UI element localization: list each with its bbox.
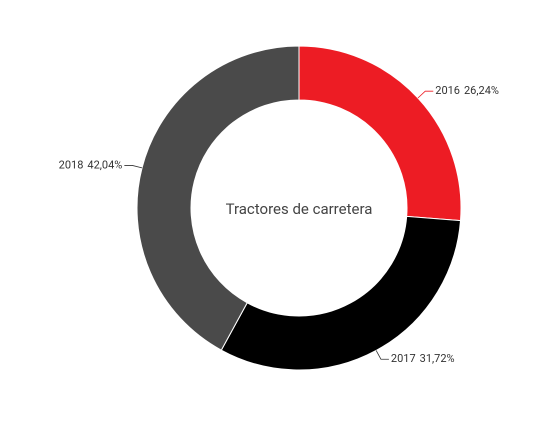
leader-line	[124, 165, 143, 169]
donut-segment	[220, 215, 462, 371]
data-label: 2016 26,24%	[435, 84, 499, 97]
value-label: 31,72%	[420, 352, 455, 365]
category-label: 2016	[435, 84, 460, 97]
category-label: 2017	[391, 352, 416, 365]
value-label: 26,24%	[464, 84, 499, 97]
donut-segment	[298, 45, 462, 222]
value-label: 42,04%	[87, 158, 122, 171]
leader-line	[375, 350, 389, 360]
donut-segment	[136, 45, 300, 351]
data-label: 2017 31,72%	[391, 352, 455, 365]
data-label: 2018 42,04%	[59, 158, 123, 171]
leader-line	[417, 90, 434, 99]
category-label: 2018	[59, 158, 84, 171]
chart-title: Tractores de carretera	[226, 200, 373, 218]
